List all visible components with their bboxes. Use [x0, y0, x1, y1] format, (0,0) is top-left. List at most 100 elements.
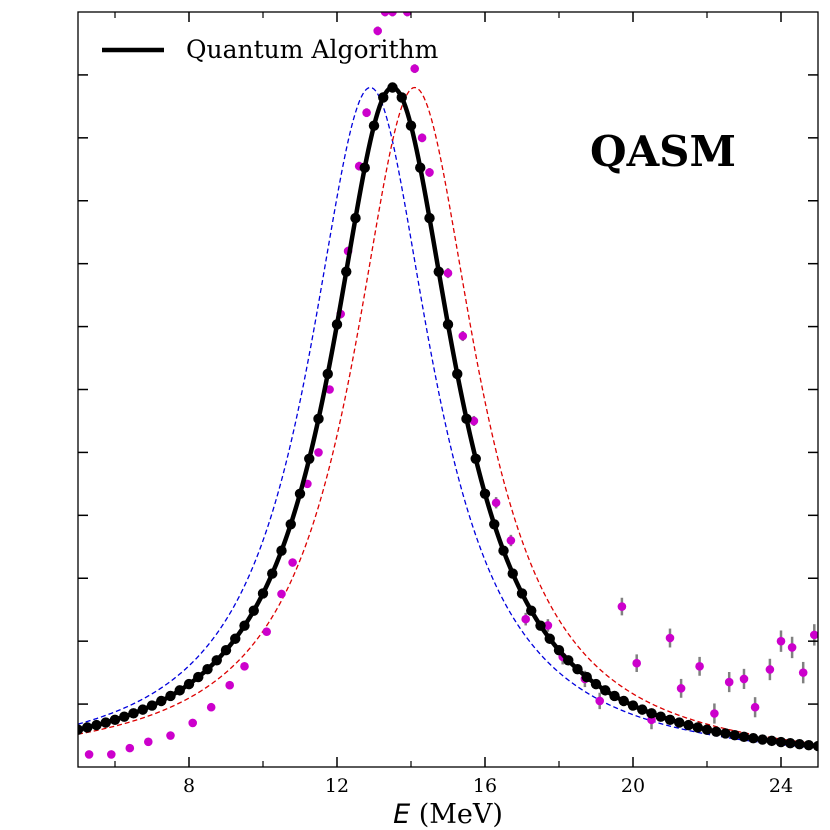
data-point-49	[798, 668, 808, 677]
quantum-algorithm-marker-8	[146, 700, 158, 711]
quantum-algorithm-marker-55	[581, 671, 592, 683]
quantum-algorithm-marker-49	[526, 605, 537, 616]
quantum-algorithm-marker-52	[553, 645, 565, 656]
data-point-29	[491, 498, 501, 508]
quantum-algorithm-marker-50	[535, 620, 546, 631]
data-point-48	[787, 643, 797, 652]
quantum-algorithm-marker-59	[618, 695, 629, 707]
quantum-algorithm-marker-28	[331, 319, 343, 330]
data-point-43	[724, 677, 734, 687]
data-point-30	[506, 536, 516, 545]
quantum-algorithm-marker-17	[230, 633, 241, 644]
data-point-40	[676, 684, 686, 693]
data-point-46	[765, 665, 775, 674]
quantum-algorithm-marker-61	[637, 704, 648, 715]
quantum-algorithm-marker-37	[415, 162, 426, 173]
quantum-algorithm-marker-4	[109, 714, 121, 725]
data-point-28	[469, 416, 479, 426]
quantum-algorithm-marker-45	[489, 519, 500, 530]
data-point-6	[206, 702, 216, 712]
data-point-31	[521, 614, 530, 624]
quantum-algorithm-marker-46	[498, 545, 509, 556]
quantum-algorithm-marker-80	[812, 740, 818, 752]
quantum-algorithm-marker-16	[220, 645, 232, 656]
x-tick-label-2: 16	[473, 775, 497, 797]
quantum-algorithm-marker-14	[202, 664, 213, 675]
data-point-41	[695, 662, 704, 671]
quantum-algorithm-marker-54	[572, 664, 583, 675]
quantum-algorithm-marker-38	[424, 212, 435, 224]
quantum-algorithm-marker-78	[794, 738, 805, 750]
x-tick-label-0: 8	[183, 775, 195, 797]
quantum-algorithm-marker-43	[470, 453, 481, 464]
quantum-algorithm-marker-42	[461, 413, 472, 425]
quantum-algorithm-marker-41	[452, 368, 463, 380]
data-point-32	[543, 621, 553, 630]
data-point-23	[410, 64, 420, 73]
x-axis-unit: (MeV)	[410, 799, 503, 830]
data-point-18	[362, 108, 371, 117]
data-point-20	[380, 12, 390, 17]
x-axis-symbol: E	[393, 799, 410, 830]
quantum-algorithm-marker-10	[165, 690, 176, 702]
data-point-8	[240, 662, 249, 671]
data-point-35	[595, 696, 604, 706]
data-point-1	[107, 750, 116, 759]
dashed-curve-1	[78, 86, 818, 749]
quantum-algorithm-marker-2	[91, 719, 102, 731]
data-point-22	[403, 12, 412, 17]
data-point-10	[277, 589, 286, 599]
quantum-algorithm-marker-69	[711, 726, 722, 737]
x-tick-label-4: 24	[769, 775, 793, 797]
data-point-2	[125, 743, 135, 753]
dashed-curve-2	[78, 86, 818, 745]
quantum-algorithm-marker-33	[378, 92, 389, 103]
quantum-algorithm-marker-9	[156, 695, 167, 707]
quantum-algorithm-line	[78, 85, 818, 749]
quantum-algorithm-marker-66	[683, 719, 694, 731]
quantum-algorithm-marker-60	[627, 700, 639, 711]
quantum-algorithm-marker-39	[433, 266, 444, 277]
data-point-42	[710, 709, 719, 718]
quantum-algorithm-marker-40	[442, 319, 454, 330]
quantum-algorithm-marker-34	[387, 82, 398, 93]
quantum-algorithm-marker-79	[803, 739, 814, 751]
data-point-39	[665, 633, 675, 643]
data-point-50	[810, 630, 818, 640]
data-point-5	[188, 718, 197, 728]
quantum-algorithm-marker-3	[100, 717, 111, 728]
quantum-algorithm-marker-20	[257, 588, 269, 599]
data-point-26	[443, 268, 453, 278]
data-point-11	[288, 558, 297, 567]
quantum-algorithm-marker-56	[590, 678, 602, 690]
axes: 8 12 16 20 24	[77, 11, 819, 797]
data-point-4	[166, 731, 175, 740]
quantum-algorithm-marker-12	[183, 678, 195, 690]
quantum-algorithm-marker-77	[785, 737, 796, 749]
quantum-algorithm-marker-44	[479, 488, 491, 500]
quantum-algorithm-marker-70	[720, 728, 731, 739]
quantum-algorithm-marker-67	[692, 722, 703, 733]
data-point-47	[776, 636, 786, 646]
quantum-algorithm-marker-5	[119, 711, 130, 722]
quantum-algorithm-marker-36	[405, 120, 417, 131]
quantum-algorithm-marker-64	[664, 714, 676, 725]
data-point-24	[417, 133, 427, 143]
chart-annotation: QASM	[590, 127, 736, 176]
quantum-algorithm-marker-6	[128, 708, 139, 719]
quantum-algorithm-marker-48	[516, 588, 528, 599]
x-tick-label-1: 12	[325, 775, 349, 797]
quantum-algorithm-marker-53	[563, 655, 574, 666]
x-tick-label-3: 20	[621, 775, 645, 797]
plot-area	[78, 12, 818, 759]
quantum-algorithm-marker-30	[350, 212, 361, 224]
data-point-14	[325, 385, 334, 394]
quantum-algorithm-marker-13	[193, 671, 204, 683]
quantum-algorithm-marker-57	[600, 685, 611, 696]
quantum-algorithm-marker-76	[775, 736, 787, 748]
legend: Quantum Algorithm	[102, 35, 439, 64]
quantum-algorithm-marker-68	[701, 724, 713, 735]
quantum-algorithm-marker-23	[285, 519, 296, 530]
quantum-algorithm-marker-73	[748, 733, 759, 744]
